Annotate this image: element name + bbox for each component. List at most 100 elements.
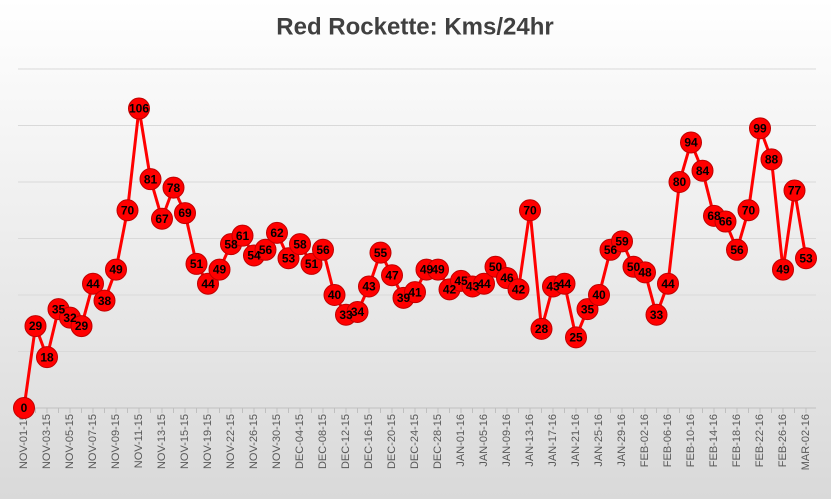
x-tick-label: JAN-05-16 xyxy=(478,414,490,467)
marker xyxy=(323,284,346,306)
x-tick-label: NOV-22-15 xyxy=(225,414,237,469)
data-label: 77 xyxy=(788,184,802,198)
data-label: 56 xyxy=(259,243,273,257)
marker xyxy=(24,315,47,338)
x-tick-label: FEB-06-16 xyxy=(662,414,674,467)
x-tick-label: DEC-08-15 xyxy=(317,414,329,469)
marker xyxy=(668,171,691,193)
marker xyxy=(185,252,208,275)
data-label: 25 xyxy=(569,331,583,345)
data-label: 70 xyxy=(742,203,756,217)
data-label: 43 xyxy=(546,280,560,294)
data-label: 43 xyxy=(362,280,376,294)
marker xyxy=(634,261,656,284)
data-label: 35 xyxy=(52,302,66,316)
data-label: 43 xyxy=(466,280,480,294)
data-label: 53 xyxy=(282,251,296,265)
data-label: 54 xyxy=(247,249,261,263)
marker xyxy=(714,210,737,233)
data-label: 50 xyxy=(489,260,503,274)
x-tick-label: NOV-19-15 xyxy=(202,414,214,469)
marker xyxy=(312,238,334,261)
marker xyxy=(553,272,576,295)
marker xyxy=(162,176,185,199)
marker xyxy=(128,97,150,120)
marker xyxy=(760,148,783,171)
x-tick-label: DEC-28-15 xyxy=(432,414,444,469)
x-tick-label: JAN-09-16 xyxy=(501,414,513,467)
data-label: 49 xyxy=(109,263,123,277)
x-tick-label: DEC-16-15 xyxy=(363,414,375,469)
x-tick-label: NOV-07-15 xyxy=(87,414,99,469)
data-label: 0 xyxy=(21,401,28,415)
data-label: 40 xyxy=(592,288,606,302)
marker xyxy=(795,247,817,270)
data-label: 44 xyxy=(477,277,491,291)
data-label: 59 xyxy=(615,234,629,248)
marker xyxy=(358,275,380,298)
data-label: 44 xyxy=(661,277,675,291)
marker xyxy=(749,117,771,140)
data-label: 49 xyxy=(431,263,445,277)
data-label: 106 xyxy=(129,102,149,116)
marker xyxy=(657,272,679,295)
marker xyxy=(427,258,449,281)
data-label: 33 xyxy=(339,308,353,322)
data-label: 44 xyxy=(201,277,215,291)
data-label: 56 xyxy=(604,243,618,257)
x-tick-label: JAN-13-16 xyxy=(524,414,536,467)
data-label: 42 xyxy=(443,283,457,297)
data-label: 49 xyxy=(776,263,790,277)
marker xyxy=(70,315,93,338)
marker xyxy=(231,224,254,247)
data-label: 50 xyxy=(627,260,641,274)
marker xyxy=(737,199,760,222)
data-label: 34 xyxy=(351,305,365,319)
marker xyxy=(93,289,116,312)
data-label: 78 xyxy=(167,181,181,195)
x-tick-label: NOV-15-15 xyxy=(179,414,191,469)
data-label: 61 xyxy=(236,229,250,243)
data-label: 68 xyxy=(707,209,721,223)
x-tick-label: NOV-03-15 xyxy=(41,414,53,469)
data-label: 80 xyxy=(673,175,687,189)
marker xyxy=(519,199,541,222)
data-label: 49 xyxy=(420,263,434,277)
data-label: 55 xyxy=(374,246,388,260)
data-label: 56 xyxy=(316,243,330,257)
data-label: 40 xyxy=(328,288,342,302)
x-tick-label: FEB-14-16 xyxy=(708,414,720,467)
marker xyxy=(611,230,633,253)
marker xyxy=(289,233,311,256)
marker xyxy=(105,258,127,281)
x-tick-label: NOV-09-15 xyxy=(110,414,122,469)
marker xyxy=(772,258,794,281)
data-label: 51 xyxy=(190,257,204,271)
x-tick-label: DEC-12-15 xyxy=(340,414,352,469)
data-label: 62 xyxy=(270,226,284,240)
x-tick-label: FEB-10-16 xyxy=(685,414,697,467)
data-label: 47 xyxy=(385,268,399,282)
data-label: 66 xyxy=(719,215,733,229)
data-label: 56 xyxy=(730,243,744,257)
data-label: 42 xyxy=(512,283,526,297)
data-label: 38 xyxy=(98,294,112,308)
x-tick-label: NOV-26-15 xyxy=(248,414,260,469)
data-label: 18 xyxy=(40,350,54,364)
marker xyxy=(174,202,196,225)
data-label: 29 xyxy=(75,319,89,333)
marker xyxy=(346,300,369,323)
marker xyxy=(266,221,288,244)
data-label: 28 xyxy=(535,322,549,336)
marker xyxy=(381,264,403,287)
data-label: 35 xyxy=(581,302,595,316)
marker xyxy=(208,258,231,281)
data-label: 58 xyxy=(293,237,307,251)
x-tick-label: NOV-30-15 xyxy=(271,414,283,469)
marker xyxy=(254,238,277,261)
marker xyxy=(588,284,610,306)
data-label: 41 xyxy=(408,285,422,299)
marker xyxy=(645,303,668,326)
